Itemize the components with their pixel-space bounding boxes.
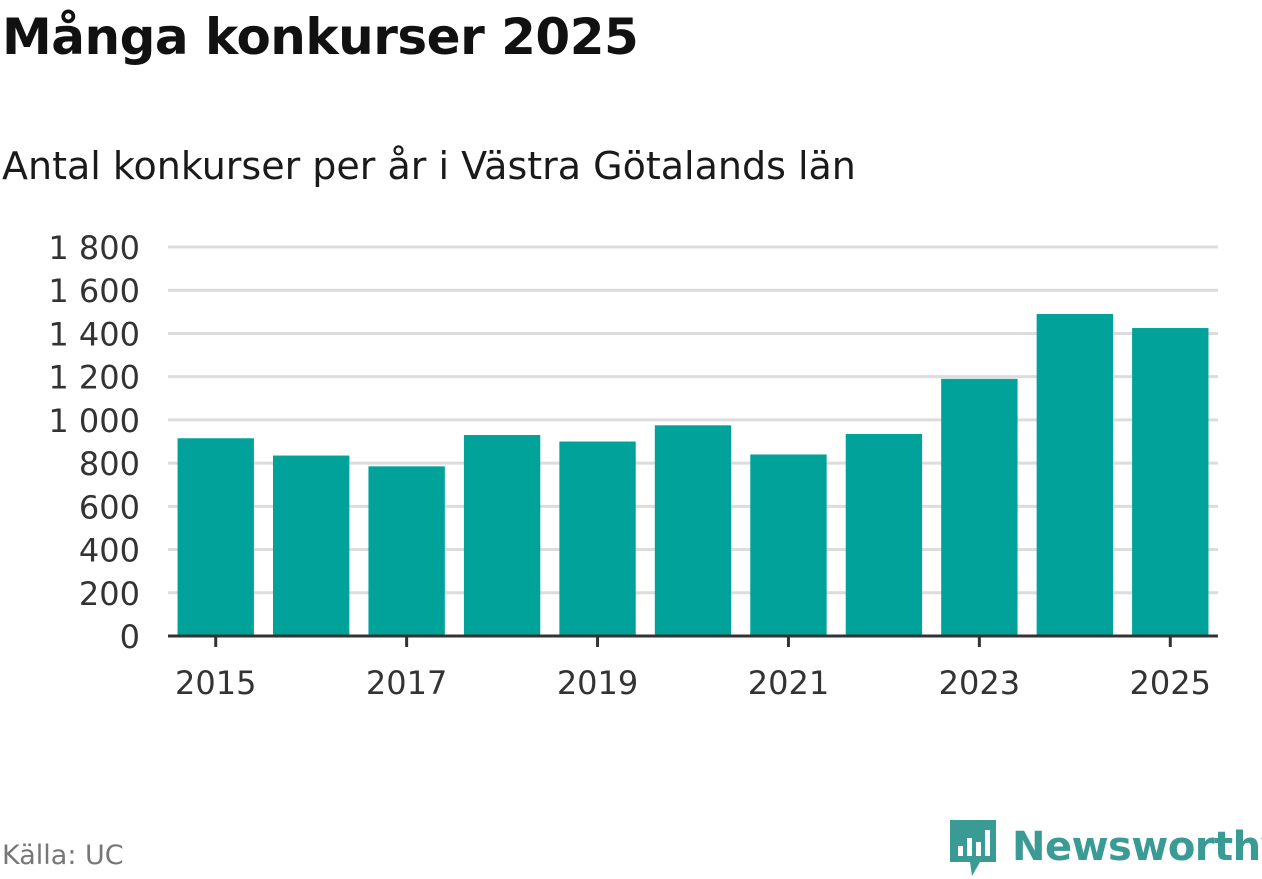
y-tick-label: 800 — [79, 445, 140, 483]
chart-title: Många konkurser 2025 — [2, 8, 639, 66]
bar-2017 — [368, 466, 445, 636]
x-tick-label: 2025 — [1130, 664, 1211, 702]
bar-2018 — [463, 435, 541, 636]
x-tick-label: 2023 — [939, 664, 1020, 702]
axes: 0 200 400 600 800 1 000 1 200 1 400 1 600 1 800 20… — [48, 229, 1218, 702]
y-tick-label: 1 200 — [48, 359, 140, 397]
bar-2015 — [177, 438, 254, 636]
x-tick-label: 2017 — [366, 664, 447, 702]
y-tick-label: 400 — [79, 532, 140, 570]
x-tick-label: 2019 — [557, 664, 638, 702]
y-tick-label: 200 — [79, 575, 140, 613]
source-note: Källa: UC — [2, 840, 124, 871]
brand-logo-block: Newsworthy — [950, 818, 1262, 876]
y-tick-label: 0 — [120, 618, 140, 656]
y-tick-label: 1 800 — [48, 229, 140, 267]
x-tick-label: 2015 — [175, 664, 256, 702]
bars — [177, 313, 1209, 636]
bar-2025 — [1132, 328, 1209, 636]
bar-2021 — [750, 454, 827, 636]
bar-chart: 0 200 400 600 800 1 000 1 200 1 400 1 600 1 800 20… — [48, 229, 1218, 702]
brand-name: Newsworthy — [1012, 824, 1262, 870]
bar-2022 — [845, 433, 923, 636]
bar-2019 — [559, 441, 636, 636]
newsworthy-logo-icon — [950, 820, 996, 876]
chart-subtitle: Antal konkurser per år i Västra Götaland… — [2, 144, 856, 188]
y-tick-label: 600 — [79, 488, 140, 526]
y-tick-label: 1 600 — [48, 272, 140, 310]
x-tick-label: 2021 — [748, 664, 829, 702]
bar-2016 — [273, 455, 350, 636]
bar-2024 — [1036, 313, 1113, 636]
y-tick-label: 1 400 — [48, 315, 140, 353]
bar-2020 — [654, 425, 732, 636]
y-tick-label: 1 000 — [48, 402, 140, 440]
bar-2023 — [941, 378, 1018, 636]
